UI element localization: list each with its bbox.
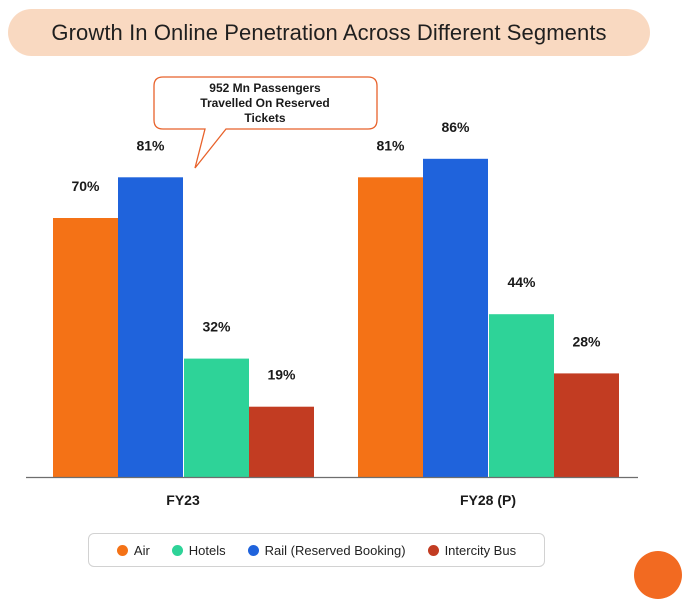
data-label-air-fy28-p: 81% [376, 137, 405, 153]
data-label-intercity-bus-fy28-p: 28% [572, 333, 601, 349]
chart-title-banner: Growth In Online Penetration Across Diff… [8, 9, 650, 56]
legend-item-intercity-bus: Intercity Bus [427, 542, 517, 558]
callout-text: 952 Mn Passengers Travelled On Reserved Ti… [200, 81, 329, 125]
legend-label-hotels: Hotels [188, 542, 226, 558]
bar-rail-reserved-booking-fy23 [118, 177, 183, 478]
callout-bubble [153, 76, 378, 169]
chart-legend: Air Hotels Rail (Reserved Booking) Intercit… [88, 533, 545, 567]
bar-air-fy23 [53, 218, 118, 477]
legend-swatch-rail-reserved-booking [247, 544, 259, 556]
callout-line-2: Travelled On Reserved [200, 96, 329, 110]
bar-rail-reserved-booking-fy28-p [423, 158, 488, 478]
bar-intercity-bus-fy28-p [554, 373, 619, 477]
data-label-rail-reserved-booking-fy28-p: 86% [441, 119, 470, 135]
legend-item-air: Air [116, 542, 150, 558]
chart-title: Growth In Online Penetration Across Diff… [51, 19, 607, 45]
x-tick-label-fy23: FY23 [166, 492, 200, 508]
data-label-intercity-bus-fy23: 19% [267, 367, 296, 383]
decorative-circle [634, 551, 682, 599]
legend-label-air: Air [133, 542, 150, 558]
legend-swatch-intercity-bus [427, 544, 439, 556]
bars-layer [53, 158, 619, 478]
bar-hotels-fy23 [184, 358, 249, 477]
data-label-air-fy23: 70% [71, 178, 100, 194]
legend-label-intercity-bus: Intercity Bus [444, 542, 517, 558]
legend-item-rail-reserved-booking: Rail (Reserved Booking) [247, 542, 406, 558]
x-tick-label-fy28-p: FY28 (P) [460, 492, 516, 508]
legend-swatch-air [116, 544, 128, 556]
bar-air-fy28-p [358, 177, 423, 478]
bar-intercity-bus-fy23 [249, 406, 314, 477]
bar-chart: 70% 81% 81% 86% 32% 44% 19% 28% FY23 FY28 (P) 952… [26, 76, 638, 508]
data-label-hotels-fy28-p: 44% [507, 274, 536, 290]
legend-item-hotels: Hotels [171, 542, 226, 558]
callout-line-1: 952 Mn Passengers [209, 81, 321, 95]
data-label-rail-reserved-booking-fy23: 81% [136, 137, 165, 153]
legend-swatch-hotels [171, 544, 183, 556]
data-label-hotels-fy23: 32% [202, 319, 231, 335]
labels-layer: 70% 81% 81% 86% 32% 44% 19% 28% FY23 FY28 (P) [71, 119, 601, 508]
bar-hotels-fy28-p [489, 314, 554, 477]
legend-label-rail-reserved-booking: Rail (Reserved Booking) [264, 542, 406, 558]
callout: 952 Mn Passengers Travelled On Reserved Ti… [153, 76, 378, 169]
callout-line-3: Tickets [244, 111, 285, 125]
